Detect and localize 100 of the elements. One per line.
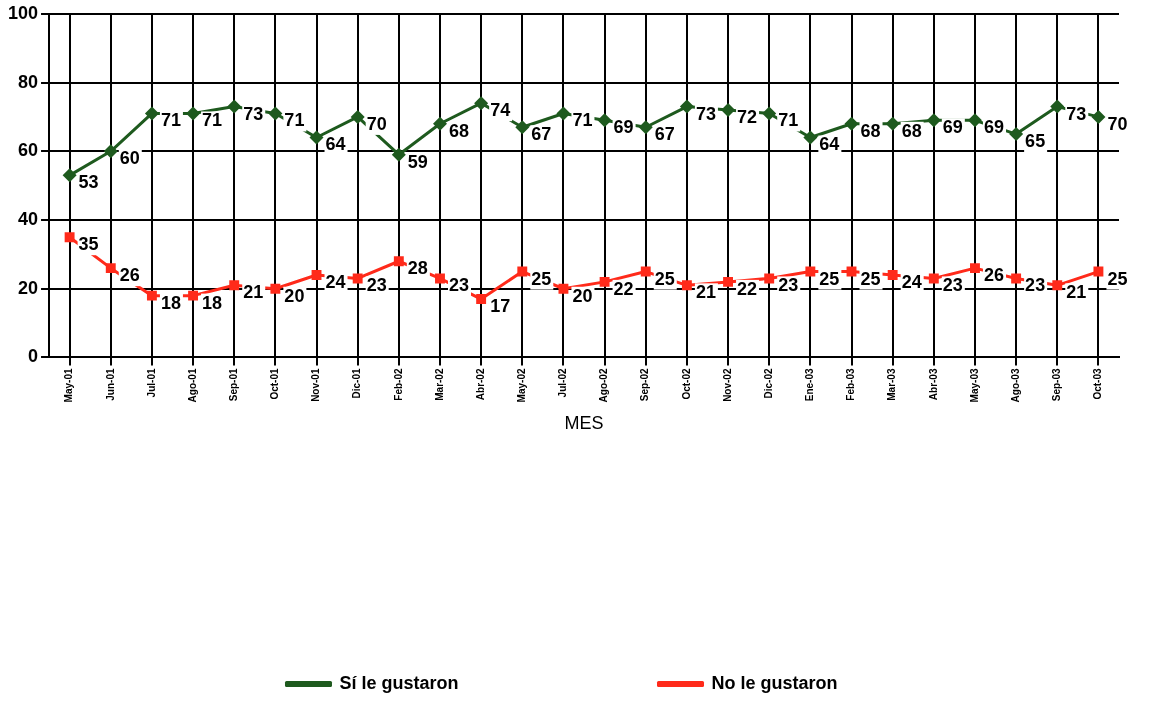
data-label: 22 — [613, 278, 634, 299]
data-label: 23 — [1025, 275, 1046, 296]
x-tick-label: Jul-02 — [557, 368, 569, 398]
data-label: 23 — [942, 275, 963, 296]
point — [393, 256, 404, 267]
point — [1009, 127, 1024, 142]
data-label: 25 — [531, 268, 552, 289]
data-label: 21 — [243, 282, 264, 303]
data-label: 73 — [243, 103, 264, 124]
y-tick-label: 80 — [18, 71, 39, 92]
point — [352, 273, 363, 284]
data-label: 20 — [572, 285, 593, 306]
point — [640, 266, 651, 277]
data-label: 25 — [1107, 268, 1128, 289]
point — [391, 147, 406, 162]
data-label: 70 — [366, 113, 387, 134]
x-tick-label: Abr-02 — [474, 368, 486, 401]
point — [1093, 266, 1104, 277]
data-label: 68 — [901, 120, 922, 141]
point — [311, 270, 322, 280]
data-label: 23 — [778, 275, 799, 296]
x-tick-label: Ene-03 — [804, 368, 816, 402]
point — [803, 130, 818, 145]
x-tick-label: Ago-01 — [186, 368, 198, 403]
point — [805, 266, 816, 277]
x-tick-label: Abr-03 — [927, 368, 939, 401]
point — [926, 113, 941, 128]
point — [967, 113, 982, 128]
data-label: 69 — [983, 117, 1004, 138]
x-tick-label: Dic-02 — [762, 368, 774, 399]
point — [62, 168, 77, 183]
x-tick-label: Sep-02 — [639, 368, 651, 402]
point — [928, 273, 939, 284]
data-label: 69 — [942, 117, 963, 138]
point — [597, 113, 612, 128]
data-label: 64 — [325, 134, 346, 155]
point — [764, 273, 775, 284]
point — [517, 266, 528, 277]
data-label: 18 — [160, 292, 181, 313]
x-tick-label: May-01 — [63, 368, 75, 403]
point — [846, 266, 857, 277]
x-tick-label: Oct-03 — [1092, 368, 1104, 400]
data-label: 18 — [202, 292, 223, 313]
point — [229, 280, 240, 291]
data-label: 24 — [901, 271, 922, 292]
data-label: 20 — [284, 285, 305, 306]
data-label: 71 — [778, 110, 799, 131]
x-tick-label: Dic-01 — [351, 368, 363, 399]
x-tick-label: May-03 — [968, 368, 980, 403]
x-tick-label: Nov-02 — [721, 368, 733, 402]
data-label: 53 — [78, 172, 99, 193]
data-label: 25 — [860, 268, 881, 289]
point — [64, 232, 75, 243]
point — [844, 116, 859, 131]
point — [1050, 99, 1065, 114]
point — [887, 270, 898, 280]
point — [227, 99, 242, 114]
y-tick-label: 0 — [28, 346, 39, 367]
point — [556, 106, 571, 121]
data-label: 26 — [119, 265, 140, 286]
data-label: 67 — [531, 124, 552, 145]
data-label: 68 — [860, 120, 881, 141]
data-label: 23 — [366, 275, 387, 296]
data-label: 71 — [202, 110, 223, 131]
point — [186, 106, 201, 121]
point — [105, 263, 116, 274]
data-label: 71 — [160, 110, 181, 131]
point — [350, 109, 365, 124]
data-label: 24 — [325, 271, 346, 292]
data-label: 60 — [119, 148, 140, 169]
point — [515, 120, 530, 135]
point — [762, 106, 777, 121]
x-tick-label: May-02 — [516, 368, 528, 403]
point — [476, 294, 487, 305]
data-label: 17 — [490, 296, 511, 317]
point — [103, 144, 118, 159]
point — [1052, 280, 1063, 291]
legend-label: No le gustaron — [711, 672, 838, 693]
y-tick-label: 60 — [18, 140, 39, 161]
data-label: 59 — [407, 151, 428, 172]
x-tick-label: Jul-01 — [145, 368, 157, 398]
point — [721, 103, 736, 118]
data-label: 74 — [490, 100, 511, 121]
point — [1091, 109, 1106, 124]
data-label: 73 — [695, 103, 716, 124]
point — [146, 290, 157, 301]
data-label: 22 — [737, 278, 758, 299]
x-tick-label: Nov-01 — [310, 368, 322, 402]
data-label: 71 — [284, 110, 305, 131]
data-label: 70 — [1107, 113, 1128, 134]
point — [723, 276, 733, 287]
point — [270, 283, 281, 294]
x-tick-label: Sep-01 — [227, 368, 239, 402]
data-label: 26 — [983, 265, 1004, 286]
data-label: 73 — [1066, 103, 1087, 124]
data-label: 65 — [1025, 131, 1046, 152]
x-axis-title: MES — [564, 413, 604, 434]
data-label: 21 — [1066, 282, 1087, 303]
point — [188, 290, 199, 301]
data-label: 23 — [448, 275, 470, 296]
